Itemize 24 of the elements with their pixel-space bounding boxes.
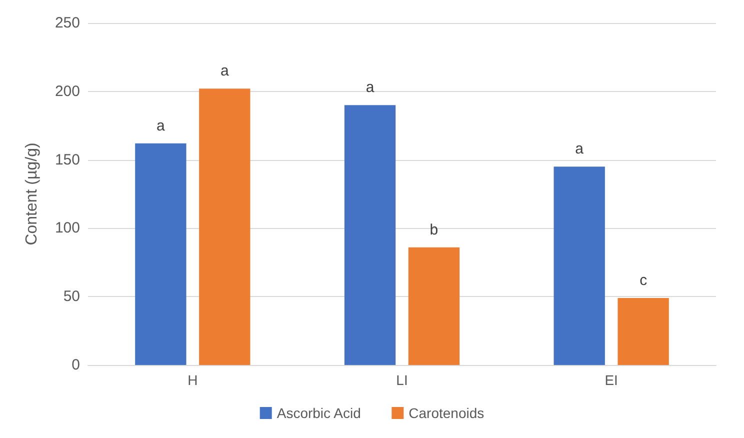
bar <box>618 298 669 365</box>
legend-label: Carotenoids <box>408 405 484 421</box>
bar <box>554 166 605 365</box>
legend-label: Ascorbic Acid <box>276 405 361 421</box>
y-axis-title: Content (µg/g) <box>24 142 40 246</box>
data-label: a <box>156 117 166 134</box>
x-tick-label: H <box>188 372 198 388</box>
bar <box>135 143 186 365</box>
data-label: a <box>575 140 584 158</box>
bar <box>199 88 250 365</box>
y-tick-label: 250 <box>54 14 80 32</box>
data-label: a <box>220 62 230 80</box>
x-tick-label: LI <box>396 372 408 388</box>
bar <box>344 105 396 365</box>
y-tick-label: 0 <box>72 356 80 374</box>
y-tick-label: 50 <box>63 288 80 306</box>
y-tick-label: 200 <box>54 82 80 100</box>
bar <box>408 247 460 365</box>
y-tick-label: 150 <box>54 151 80 168</box>
data-label: a <box>366 79 375 96</box>
data-label: b <box>430 221 438 238</box>
data-label: c <box>640 272 648 289</box>
y-tick-label: 100 <box>54 220 80 237</box>
x-tick-label: EI <box>604 372 618 388</box>
